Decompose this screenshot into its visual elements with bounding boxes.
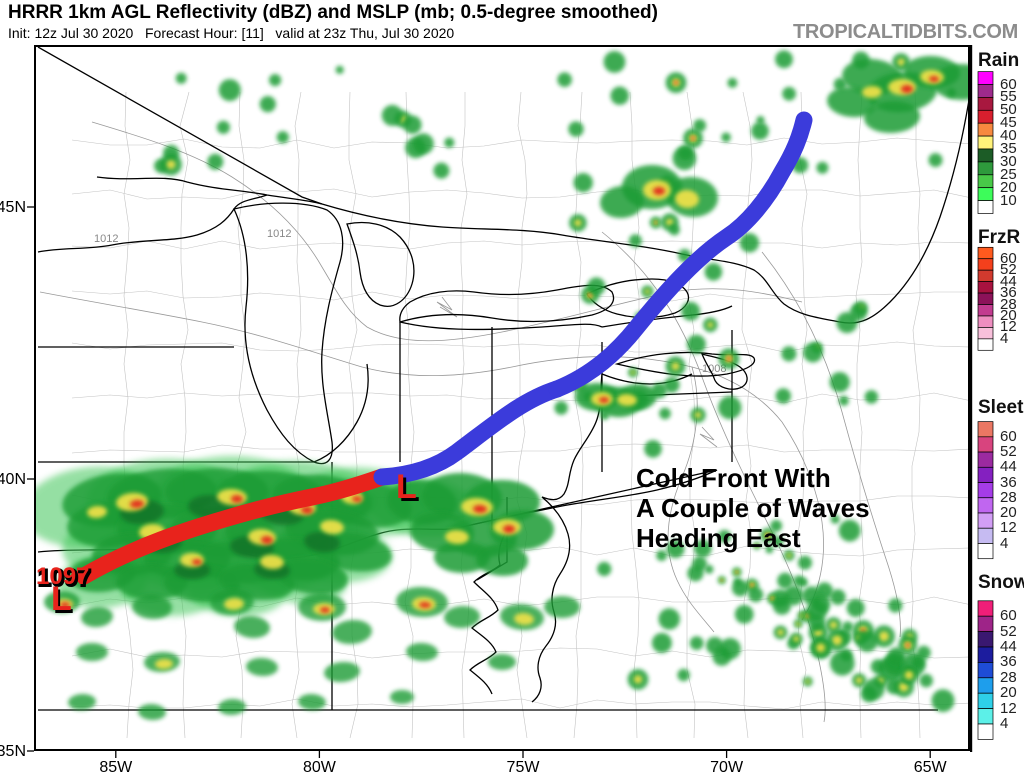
svg-text:65W: 65W (914, 759, 948, 772)
svg-text:40N: 40N (0, 471, 26, 488)
svg-text:85W: 85W (99, 759, 133, 772)
svg-text:35N: 35N (0, 743, 26, 760)
svg-text:45N: 45N (0, 199, 26, 216)
svg-text:70W: 70W (710, 759, 744, 772)
svg-text:75W: 75W (507, 759, 541, 772)
svg-text:80W: 80W (303, 759, 337, 772)
